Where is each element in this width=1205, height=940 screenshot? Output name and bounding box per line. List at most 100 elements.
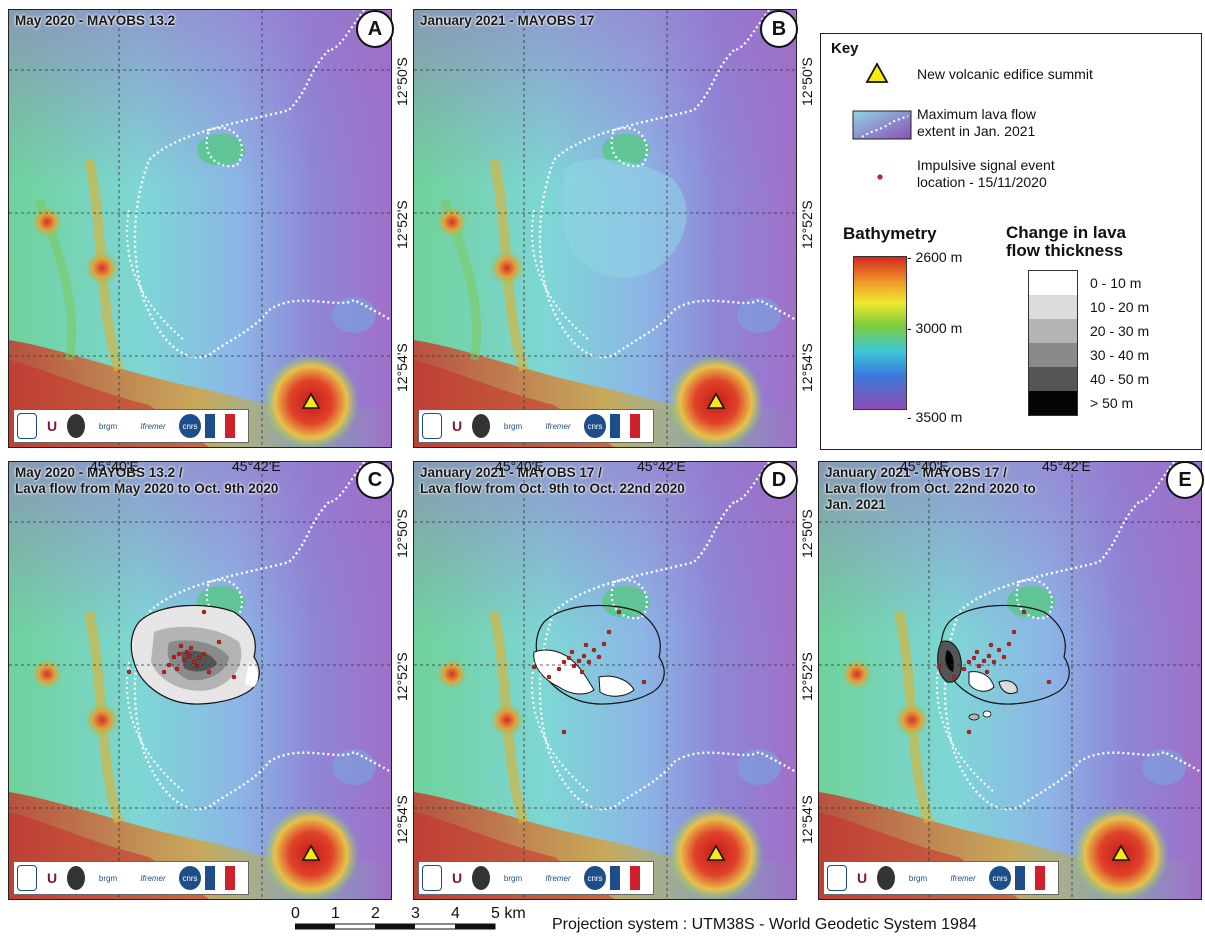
university-logo-icon: U: [451, 870, 463, 886]
lat-label: 12°52'S: [799, 200, 815, 249]
lat-label: 12°52'S: [799, 652, 815, 701]
cnrs-logo-icon: cnrs: [989, 866, 1011, 890]
university-logo-icon: U: [856, 870, 868, 886]
lava-extent-swatch-icon: [852, 110, 912, 140]
panel-title: January 2021 - MAYOBS 17 /Lava flow from…: [420, 465, 685, 496]
bathymetry-tick: - 3500 m: [907, 409, 963, 425]
summit-triangle-icon: [865, 62, 889, 83]
lon-label: 45°40'E: [90, 458, 139, 474]
lat-label: 12°54'S: [799, 343, 815, 392]
brgm-logo-icon: brgm: [98, 873, 118, 883]
logo-strip: U brgm Ifremer cnrs: [418, 409, 654, 443]
institution-logo-icon: [17, 865, 37, 891]
thickness-label: 0 - 10 m: [1090, 275, 1142, 291]
republique-logo-icon: [610, 866, 640, 890]
cnrs-logo-icon: cnrs: [179, 866, 201, 890]
thickness-classes: 0 - 10 m 10 - 20 m 20 - 30 m 30 - 40 m 40 - …: [1028, 270, 1149, 416]
key-title: Key: [831, 40, 859, 57]
ipgp-logo-icon: [472, 866, 490, 890]
key-summit-label: New volcanic edifice summit: [917, 66, 1093, 82]
scale-tick-label: 3: [411, 905, 420, 922]
lat-label: 12°50'S: [799, 509, 815, 558]
lon-label: 45°42'E: [637, 458, 686, 474]
lon-label: 45°40'E: [495, 458, 544, 474]
university-logo-icon: U: [451, 418, 463, 434]
ipgp-logo-icon: [67, 866, 85, 890]
logo-strip: U brgm Ifremer cnrs: [13, 861, 249, 895]
bathymetry-map: [414, 462, 796, 899]
bathymetry-tick: - 2600 m: [907, 249, 963, 265]
lon-label: 45°42'E: [1042, 458, 1091, 474]
thickness-swatch: [1028, 319, 1078, 343]
thickness-swatch: [1028, 271, 1078, 295]
ipgp-logo-icon: [67, 414, 85, 438]
institution-logo-icon: [17, 413, 37, 439]
lat-label: 12°50'S: [394, 57, 410, 106]
panel-letter-b: B: [760, 10, 798, 48]
thickness-swatch: [1028, 343, 1078, 367]
ifremer-logo-icon: Ifremer: [545, 421, 571, 431]
event-dot-icon: [877, 174, 883, 180]
thickness-label: 20 - 30 m: [1090, 323, 1150, 339]
thickness-swatch: [1028, 367, 1078, 391]
republique-logo-icon: [205, 414, 235, 438]
university-logo-icon: U: [46, 870, 58, 886]
institution-logo-icon: [827, 865, 847, 891]
lat-label: 12°54'S: [394, 343, 410, 392]
panel-title: January 2021 - MAYOBS 17 /Lava flow from…: [825, 465, 1036, 512]
panel-letter-d: D: [760, 461, 798, 499]
thickness-label: 30 - 40 m: [1090, 347, 1150, 363]
scale-tick-label: 5 km: [491, 905, 526, 922]
republique-logo-icon: [1015, 866, 1045, 890]
lon-label: 45°42'E: [232, 458, 281, 474]
map-panel-a: May 2020 - MAYOBS 13.2 U brgm Ifremer cn…: [8, 9, 392, 448]
scale-tick-label: 2: [371, 905, 380, 922]
thickness-title: Change in lava flow thickness: [1006, 223, 1126, 260]
panel-letter-a: A: [356, 10, 394, 48]
brgm-logo-icon: brgm: [908, 873, 928, 883]
ifremer-logo-icon: Ifremer: [545, 873, 571, 883]
scale-tick-label: 0: [291, 905, 300, 922]
event-locations: [531, 609, 647, 735]
map-key: Key New volcanic edifice summit Maximum …: [820, 33, 1202, 450]
bathymetry-map: [9, 462, 391, 899]
event-locations: [936, 609, 1052, 735]
ifremer-logo-icon: Ifremer: [140, 421, 166, 431]
brgm-logo-icon: brgm: [503, 421, 523, 431]
summit-triangle-icon: [1111, 844, 1131, 861]
key-extent-label: Maximum lava flow extent in Jan. 2021: [917, 106, 1037, 139]
ifremer-logo-icon: Ifremer: [950, 873, 976, 883]
cnrs-logo-icon: cnrs: [584, 414, 606, 438]
cnrs-logo-icon: cnrs: [584, 866, 606, 890]
summit-triangle-icon: [706, 392, 726, 409]
brgm-logo-icon: brgm: [503, 873, 523, 883]
lon-label: 45°40'E: [900, 458, 949, 474]
summit-triangle-icon: [301, 392, 321, 409]
ipgp-logo-icon: [472, 414, 490, 438]
republique-logo-icon: [205, 866, 235, 890]
ipgp-logo-icon: [877, 866, 895, 890]
institution-logo-icon: [422, 865, 442, 891]
summit-triangle-icon: [301, 844, 321, 861]
panel-title: May 2020 - MAYOBS 13.2: [15, 13, 176, 28]
key-event-label: Impulsive signal event location - 15/11/2…: [917, 157, 1055, 190]
lat-label: 12°50'S: [799, 57, 815, 106]
lat-label: 12°52'S: [394, 200, 410, 249]
bathymetry-title: Bathymetry: [843, 224, 937, 243]
scale-bar: [295, 923, 496, 930]
logo-strip: U brgm Ifremer cnrs: [823, 861, 1059, 895]
lat-label: 12°52'S: [394, 652, 410, 701]
projection-label: Projection system : UTM38S - World Geode…: [552, 916, 977, 933]
panel-letter-c: C: [356, 461, 394, 499]
map-panel-b: January 2021 - MAYOBS 17 U brgm Ifremer …: [413, 9, 797, 448]
logo-strip: U brgm Ifremer cnrs: [13, 409, 249, 443]
thickness-label: 10 - 20 m: [1090, 299, 1150, 315]
map-panel-d: January 2021 - MAYOBS 17 /Lava flow from…: [413, 461, 797, 900]
map-panel-e: January 2021 - MAYOBS 17 /Lava flow from…: [818, 461, 1202, 900]
university-logo-icon: U: [46, 418, 58, 434]
logo-strip: U brgm Ifremer cnrs: [418, 861, 654, 895]
lat-label: 12°54'S: [394, 795, 410, 844]
thickness-label: 40 - 50 m: [1090, 371, 1150, 387]
panel-letter-e: E: [1166, 461, 1204, 499]
bathymetry-map: [819, 462, 1201, 899]
